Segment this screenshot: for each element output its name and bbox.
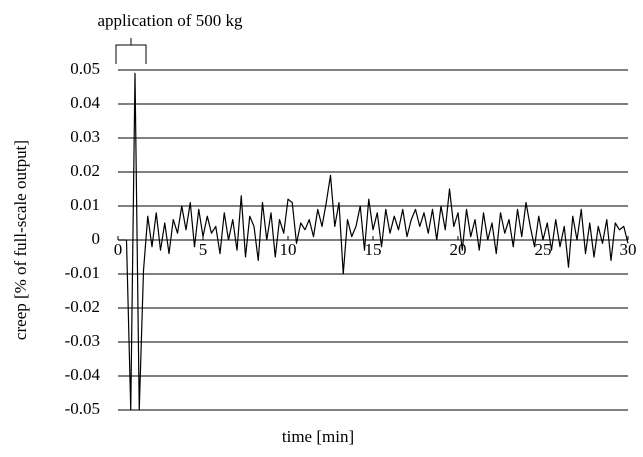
y-tick-label: -0.04: [65, 365, 101, 384]
y-tick-label: -0.05: [65, 399, 100, 418]
y-tick-label: 0.05: [70, 59, 100, 78]
y-tick-label: 0: [92, 229, 101, 248]
data-line: [118, 72, 629, 411]
annotation: application of 500 kg: [98, 11, 243, 30]
x-tick-label: 15: [365, 240, 382, 259]
y-tick-label: 0.02: [70, 161, 100, 180]
x-tick-label: 30: [620, 240, 637, 259]
y-tick-label: -0.02: [65, 297, 100, 316]
x-axis-label: time [min]: [282, 427, 354, 446]
x-tick-label: 0: [114, 240, 123, 259]
annotation-bracket: [115, 38, 147, 64]
y-tick-label: -0.03: [65, 331, 100, 350]
y-tick-label: 0.03: [70, 127, 100, 146]
y-tick-label: 0.01: [70, 195, 100, 214]
x-tick-label: 20: [450, 240, 467, 259]
y-tick-label: 0.04: [70, 93, 100, 112]
x-tick-label: 25: [535, 240, 552, 259]
x-tick-label: 5: [199, 240, 208, 259]
x-tick-label: 10: [280, 240, 297, 259]
y-axis-label: creep [% of full-scale output]: [11, 140, 30, 340]
y-tick-label: -0.01: [65, 263, 100, 282]
